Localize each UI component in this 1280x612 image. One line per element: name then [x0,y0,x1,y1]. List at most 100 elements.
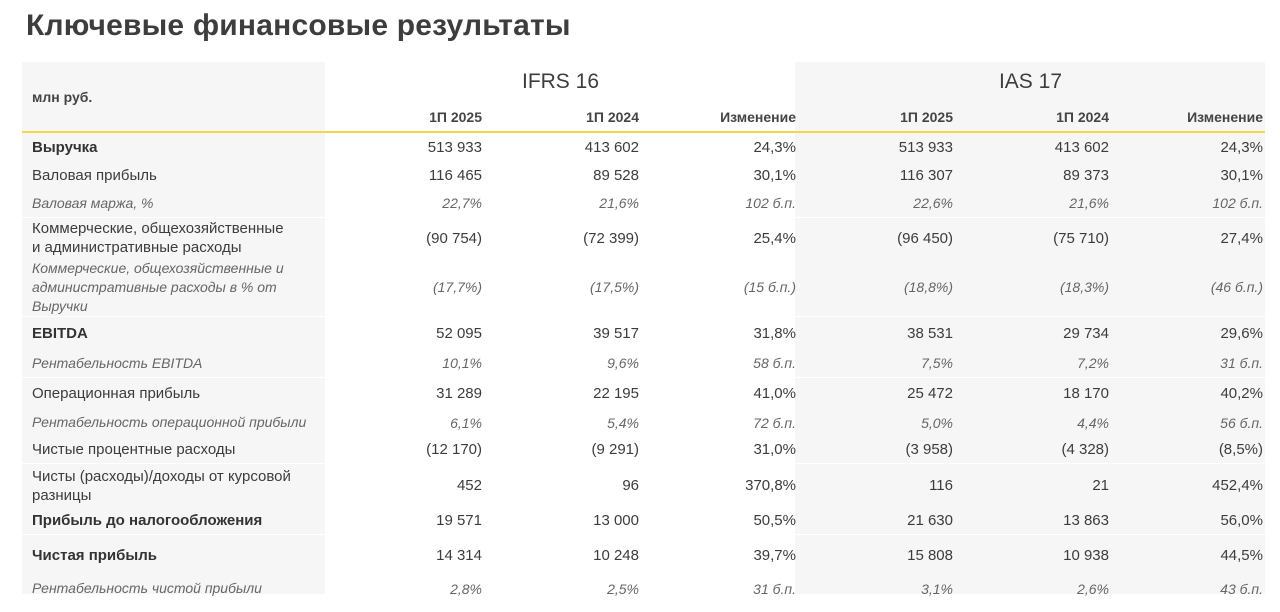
cell-ifrs-2025: (90 754) [426,229,482,247]
group-header-ias17: IAS 17 [998,70,1063,93]
header-divider [22,131,1265,133]
cell-ifrs-2025: 513 933 [427,138,482,156]
cell-ifrs-2025: 14 314 [436,546,482,564]
cell-ias-2025: (18,8%) [903,279,953,295]
cell-ifrs-change: (15 б.п.) [743,279,796,295]
cell-ifrs-2025: 116 465 [428,166,482,184]
cell-ias-2024: 21,6% [1069,195,1109,211]
cell-ifrs-change: 24,3% [753,138,796,156]
cell-ias-2024: 18 170 [1063,385,1109,402]
row-label: Коммерческие, общехозяйственные и админи… [32,259,284,314]
cell-ifrs-change: 25,4% [753,229,796,247]
cell-ias-2024: 29 734 [1063,324,1109,342]
col-header-ifrs-2024: 1П 2024 [586,108,639,125]
cell-ifrs-2024: 2,5% [607,580,639,597]
financial-results-table: млн руб. IFRS 16 IAS 17 1П 2025 1П 2024 … [22,62,1265,602]
cell-ias-change: 31 б.п. [1220,355,1263,371]
cell-ifrs-2024: 10 248 [593,546,639,564]
cell-ifrs-change: 58 б.п. [753,355,796,371]
cell-ifrs-change: 31 б.п. [753,580,796,597]
page-title: Ключевые финансовые результаты [26,9,571,42]
unit-label: млн руб. [32,88,93,105]
cell-ias-2025: 15 808 [907,546,953,564]
cell-ifrs-change: 370,8% [745,477,796,494]
cell-ias-2024: 89 373 [1063,166,1109,184]
row-label: Рентабельность EBITDA [32,354,203,371]
cell-ifrs-2025: 31 289 [436,385,482,402]
group-header-ifrs16: IFRS 16 [521,70,600,93]
row-label: Прибыль до налогообложения [32,512,263,529]
cell-ias-change: 40,2% [1220,385,1263,402]
cell-ifrs-2024: 9,6% [607,355,639,371]
cell-ias-2024: 21 [1092,477,1109,494]
row-label: Выручка [32,138,98,156]
cell-ias-2024: 4,4% [1077,414,1109,431]
cell-ifrs-change: 102 б.п. [745,195,796,211]
cell-ifrs-2025: (12 170) [426,441,482,458]
cell-ias-change: 56,0% [1220,512,1263,529]
col-header-ifrs-2025: 1П 2025 [429,108,482,125]
cell-ias-change: 27,4% [1220,229,1263,247]
cell-ias-2025: (3 958) [905,441,953,458]
row-label: Чисты (расходы)/доходы от курсовой разни… [32,467,291,504]
row-label: EBITDA [32,324,88,342]
cell-ifrs-2025: 6,1% [450,414,482,431]
cell-ias-2025: 116 307 [899,166,953,184]
col-header-ias-change: Изменение [1187,108,1263,125]
cell-ifrs-change: 31,8% [753,324,796,342]
cell-ifrs-2025: 22,7% [442,195,482,211]
cell-ifrs-2024: 413 602 [584,138,639,156]
cell-ias-change: (8,5%) [1218,441,1263,458]
cell-ifrs-2024: 39 517 [593,324,639,342]
cell-ias-2024: 413 602 [1054,138,1109,156]
cell-ifrs-2024: 22 195 [593,385,639,402]
cell-ifrs-change: 31,0% [753,441,796,458]
cell-ias-change: 24,3% [1220,138,1263,156]
cell-ifrs-change: 30,1% [753,166,796,184]
cell-ifrs-2025: 19 571 [436,512,482,529]
row-label: Рентабельность операционной прибыли [32,414,307,430]
cell-ifrs-2024: (9 291) [591,441,639,458]
cell-ias-2025: 25 472 [907,385,953,402]
cell-ias-2024: 2,6% [1077,580,1109,597]
cell-ifrs-2025: 452 [456,477,482,494]
cell-ifrs-2025: 2,8% [450,580,482,597]
cell-ifrs-2024: 5,4% [607,414,639,431]
row-label: Валовая маржа, % [32,194,154,211]
cell-ias-2024: 13 863 [1063,512,1109,529]
cell-ias-change: (46 б.п.) [1210,279,1263,295]
cell-ifrs-2024: 13 000 [593,512,639,529]
cell-ias-2025: 22,6% [913,195,953,211]
cell-ias-2025: 5,0% [921,414,953,431]
row-divider [22,217,1265,218]
cell-ifrs-2024: 21,6% [599,195,639,211]
row-label: Чистые процентные расходы [32,441,236,458]
row-label: Коммерческие, общехозяйственные и админи… [32,220,284,256]
cell-ias-2025: 7,5% [921,355,953,371]
row-divider [22,463,1265,464]
cell-ias-2025: (96 450) [897,229,953,247]
cell-ias-change: 43 б.п. [1220,580,1263,597]
cell-ias-2024: (18,3%) [1059,279,1109,295]
cell-ifrs-2024: 96 [622,477,639,494]
cell-ias-change: 452,4% [1212,477,1263,494]
cell-ias-change: 56 б.п. [1220,414,1263,431]
col-header-ifrs-change: Изменение [720,108,796,125]
cell-ifrs-2024: (72 399) [583,229,639,247]
cell-ifrs-2024: (17,5%) [589,279,639,295]
cell-ias-2025: 513 933 [898,138,953,156]
row-label: Рентабельность чистой прибыли [32,580,262,596]
cell-ias-2025: 3,1% [921,580,953,597]
cell-ifrs-2025: (17,7%) [432,279,482,295]
cell-ifrs-2025: 10,1% [442,355,482,371]
cell-ias-2025: 21 630 [907,512,953,529]
ias17-column-background [795,62,1265,594]
cell-ias-2024: 10 938 [1063,546,1109,564]
row-label: Операционная прибыль [32,385,201,402]
cell-ias-change: 44,5% [1220,546,1263,564]
cell-ias-2025: 38 531 [907,324,953,342]
col-header-ias-2024: 1П 2024 [1056,108,1109,125]
cell-ifrs-change: 50,5% [753,512,796,529]
cell-ifrs-change: 39,7% [753,546,796,564]
cell-ias-change: 30,1% [1220,166,1263,184]
